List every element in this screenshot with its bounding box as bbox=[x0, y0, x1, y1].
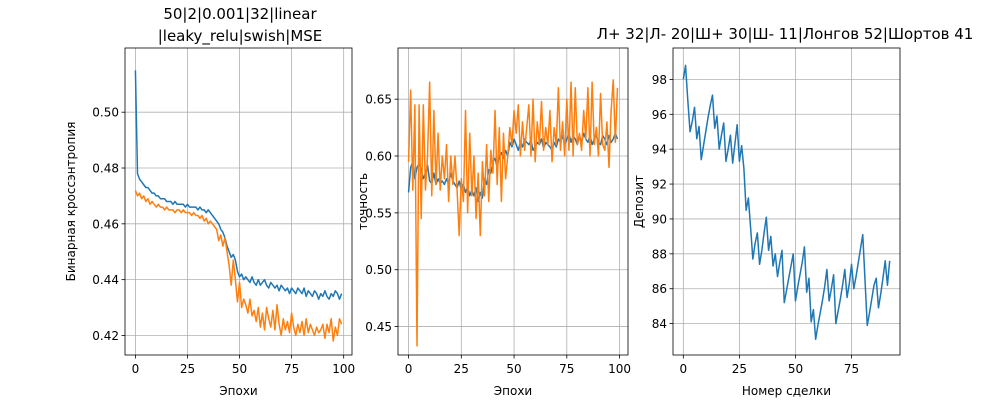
y-tick-label-0-1: 0.44 bbox=[92, 273, 119, 287]
y-tick-label-1-4: 0.65 bbox=[365, 93, 392, 107]
x-tick-label-0-4: 100 bbox=[332, 362, 355, 376]
y-tick-label-0-3: 0.48 bbox=[92, 162, 119, 176]
chart-title-0-0: 50|2|0.001|32|linear bbox=[163, 5, 317, 23]
y-tick-label-2-6: 96 bbox=[652, 108, 667, 122]
x-axis-label-2: Номер сделки bbox=[742, 384, 831, 398]
y-tick-label-0-0: 0.42 bbox=[92, 329, 119, 343]
axes-frame-0 bbox=[124, 47, 353, 356]
x-tick-label-2-1: 25 bbox=[732, 362, 747, 376]
chart-title-0-1: |leaky_relu|swish|MSE bbox=[158, 27, 323, 46]
y-tick-label-1-2: 0.55 bbox=[365, 206, 392, 220]
y-tick-label-2-2: 88 bbox=[652, 247, 667, 261]
y-tick-label-1-0: 0.45 bbox=[365, 320, 392, 334]
x-tick-label-2-0: 0 bbox=[679, 362, 687, 376]
x-tick-label-2-2: 50 bbox=[788, 362, 803, 376]
x-axis-label-1: Эпохи bbox=[494, 384, 532, 398]
x-tick-label-1-2: 50 bbox=[506, 362, 521, 376]
y-tick-label-2-1: 86 bbox=[652, 282, 667, 296]
axes-frame-1 bbox=[397, 47, 629, 356]
x-tick-label-0-2: 50 bbox=[232, 362, 247, 376]
y-axis-label-2: Депозит bbox=[632, 175, 646, 228]
axes-frame-2 bbox=[672, 47, 901, 356]
y-tick-label-0-2: 0.46 bbox=[92, 217, 119, 231]
series-line-1-1 bbox=[407, 79, 619, 347]
x-tick-label-1-4: 100 bbox=[608, 362, 631, 376]
y-tick-label-2-3: 90 bbox=[652, 212, 667, 226]
y-tick-label-1-3: 0.60 bbox=[365, 150, 392, 164]
y-tick-label-2-4: 92 bbox=[652, 178, 667, 192]
x-tick-label-1-3: 75 bbox=[559, 362, 574, 376]
x-tick-label-1-0: 0 bbox=[405, 362, 413, 376]
y-tick-label-1-1: 0.50 bbox=[365, 263, 392, 277]
y-tick-label-2-0: 84 bbox=[652, 317, 667, 331]
series-line-0-1 bbox=[134, 190, 343, 342]
series-line-2-0 bbox=[682, 64, 891, 341]
x-tick-label-0-3: 75 bbox=[284, 362, 299, 376]
x-tick-label-0-0: 0 bbox=[132, 362, 140, 376]
y-tick-label-2-5: 94 bbox=[652, 143, 667, 157]
y-axis-label-1: точность bbox=[356, 173, 370, 230]
y-tick-label-2-7: 98 bbox=[652, 73, 667, 87]
y-axis-label-0: Бинарная кроссэнтропия bbox=[64, 122, 78, 282]
y-tick-label-0-4: 0.50 bbox=[92, 106, 119, 120]
chart-title-2-0: Л+ 32|Л- 20|Ш+ 30|Ш- 11|Лонгов 52|Шортов… bbox=[597, 25, 974, 43]
series-line-0-0 bbox=[134, 70, 343, 300]
x-axis-label-0: Эпохи bbox=[219, 384, 257, 398]
x-tick-label-2-3: 75 bbox=[844, 362, 859, 376]
x-tick-label-0-1: 25 bbox=[180, 362, 195, 376]
x-tick-label-1-1: 25 bbox=[454, 362, 469, 376]
